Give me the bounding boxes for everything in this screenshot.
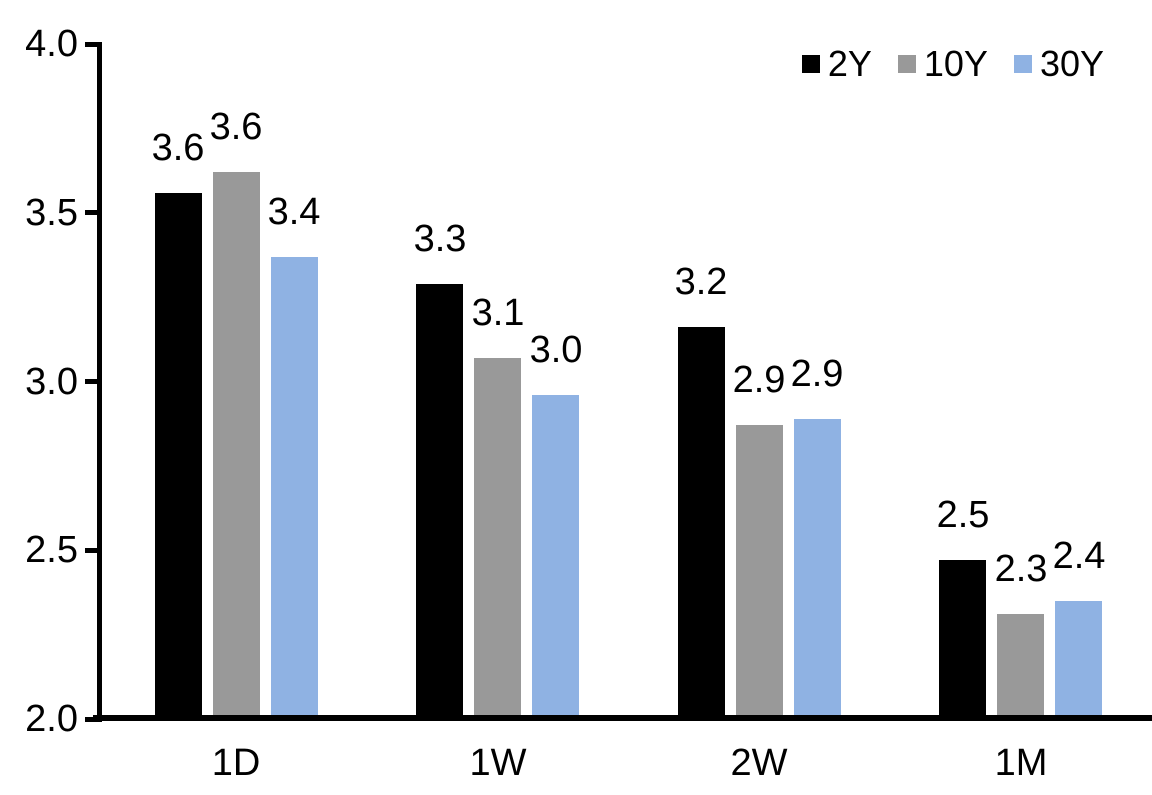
bar-label-30y-1m: 2.4: [1052, 535, 1106, 577]
bar-2y-1w: [416, 284, 463, 717]
legend-marker-30y-icon: [1013, 55, 1032, 73]
y-axis-tick-label: 2.0: [25, 698, 78, 740]
bar-2y-1m: [939, 560, 986, 717]
legend-marker-10y-icon: [897, 55, 916, 73]
x-axis-line: [93, 715, 1152, 721]
bar-10y-1m: [997, 614, 1044, 717]
bar-label-30y-1d: 3.4: [267, 191, 321, 233]
bar-label-10y-1m: 2.3: [994, 548, 1048, 590]
bar-10y-2w: [736, 425, 783, 717]
bar-label-2y-1m: 2.5: [936, 494, 990, 536]
bar-30y-2w: [794, 419, 841, 717]
y-axis-tick-label: 3.5: [25, 192, 78, 234]
legend-marker-2y-icon: [801, 55, 820, 73]
x-axis-category-1m: 1M: [994, 742, 1048, 784]
bar-30y-1m: [1055, 601, 1102, 717]
bar-10y-1w: [474, 358, 521, 717]
legend-item-10y: 10Y: [897, 43, 988, 84]
legend: 2Y 10Y 30Y: [801, 43, 1104, 84]
bar-2y-2w: [678, 327, 725, 717]
legend-label-10y: 10Y: [923, 43, 988, 84]
y-axis-tick: [85, 210, 102, 215]
y-axis-tick: [85, 548, 102, 553]
bar-label-30y-1w: 3.0: [529, 329, 583, 371]
bar-30y-1d: [271, 257, 318, 717]
y-axis-tick: [85, 42, 102, 47]
bar-label-2y-1w: 3.3: [413, 218, 467, 260]
legend-item-2y: 2Y: [801, 43, 872, 84]
y-axis-tick-label: 3.0: [25, 361, 78, 403]
x-axis-category-1d: 1D: [211, 742, 261, 784]
bar-label-30y-2w: 2.9: [790, 353, 844, 395]
x-axis-category-2w: 2W: [730, 742, 788, 784]
bar-label-2y-2w: 3.2: [674, 261, 728, 303]
bar-label-10y-1d: 3.6: [209, 106, 263, 148]
legend-label-2y: 2Y: [827, 43, 872, 84]
bar-10y-1d: [213, 172, 260, 717]
bar-2y-1d: [155, 193, 202, 718]
bar-label-10y-1w: 3.1: [471, 292, 525, 334]
legend-label-30y: 30Y: [1039, 43, 1104, 84]
x-axis-category-1w: 1W: [469, 742, 527, 784]
legend-item-30y: 30Y: [1013, 43, 1104, 84]
bar-label-2y-1d: 3.6: [151, 127, 205, 169]
bar-30y-1w: [532, 395, 579, 717]
y-axis-tick-label: 4.0: [25, 23, 78, 65]
y-axis-tick: [85, 379, 102, 384]
y-axis-tick-label: 2.5: [25, 529, 78, 571]
bar-label-10y-2w: 2.9: [732, 359, 786, 401]
